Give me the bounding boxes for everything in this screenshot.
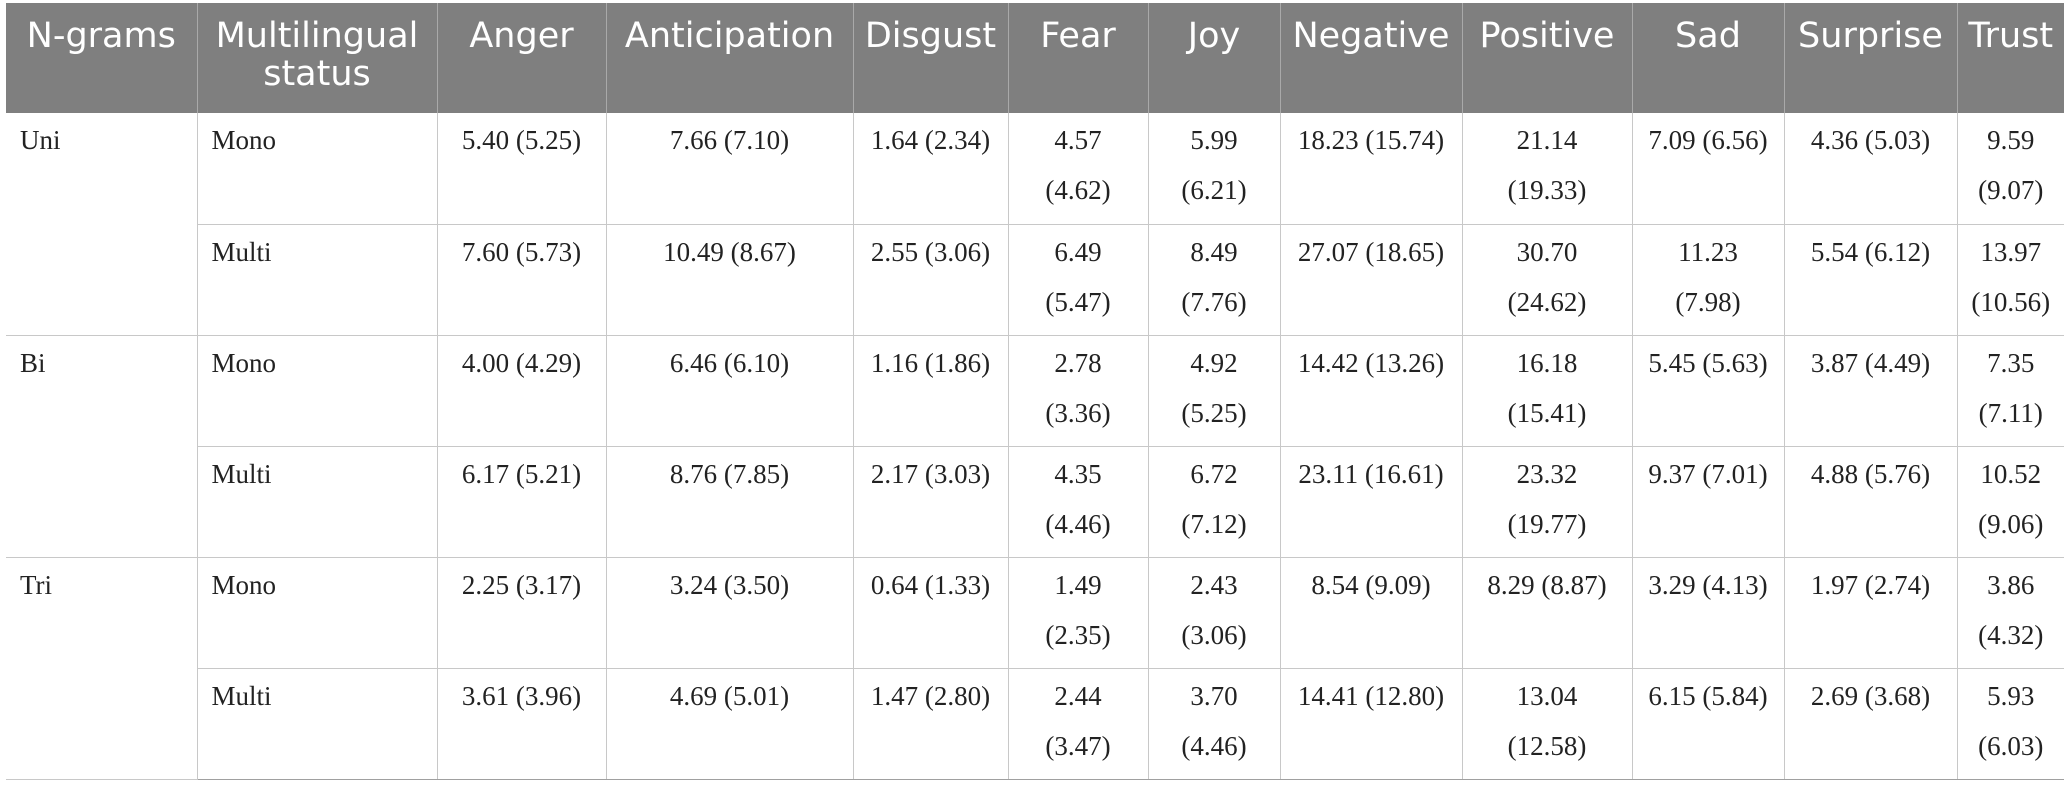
value-cell-disgust: 0.64 (1.33) (852, 557, 1008, 669)
table-row: Uni Mono 5.40 (5.25) 7.66 (7.10) 1.64 (2.34)… (6, 113, 2064, 336)
value-cell-negative: 27.07 (18.65) (1279, 224, 1462, 336)
value-cell-fear: 2.44 (3.47) (1007, 668, 1148, 780)
header-negative: Negative (1279, 3, 1462, 113)
value-cell-anticipation: 4.69 (5.01) (605, 668, 853, 780)
value-cell-negative: 23.11 (16.61) (1279, 446, 1462, 558)
value-cell-positive: 16.18 (15.41) (1461, 335, 1632, 447)
value-cell-anticipation: 8.76 (7.85) (605, 446, 853, 558)
header-joy: Joy (1147, 3, 1280, 113)
header-anticipation: Anticipation (605, 3, 853, 113)
header-fear: Fear (1007, 3, 1148, 113)
value-cell-sad: 7.09 (6.56) (1631, 113, 1784, 225)
value-cell-trust: 3.86 (4.32) (1956, 557, 2064, 669)
status-cell: Multi (196, 446, 437, 558)
value-cell-negative: 8.54 (9.09) (1279, 557, 1462, 669)
status-cell: Mono (196, 113, 437, 225)
value-cell-joy: 3.70 (4.46) (1147, 668, 1280, 780)
status-cell: Multi (196, 668, 437, 780)
value-cell-negative: 14.42 (13.26) (1279, 335, 1462, 447)
status-cell: Multi (196, 224, 437, 336)
value-cell-anticipation: 6.46 (6.10) (605, 335, 853, 447)
value-cell-anger: 5.40 (5.25) (436, 113, 606, 225)
value-cell-disgust: 2.55 (3.06) (852, 224, 1008, 336)
value-cell-fear: 1.49 (2.35) (1007, 557, 1148, 669)
ngram-cell: Bi (6, 335, 197, 558)
value-cell-positive: 13.04 (12.58) (1461, 668, 1632, 780)
value-cell-anticipation: 7.66 (7.10) (605, 113, 853, 225)
header-ngrams: N-grams (6, 3, 197, 113)
value-cell-anticipation: 3.24 (3.50) (605, 557, 853, 669)
header-surprise: Surprise (1783, 3, 1957, 113)
value-cell-surprise: 5.54 (6.12) (1783, 224, 1957, 336)
header-sad: Sad (1631, 3, 1784, 113)
value-cell-joy: 5.99 (6.21) (1147, 113, 1280, 225)
value-cell-surprise: 1.97 (2.74) (1783, 557, 1957, 669)
value-cell-disgust: 1.16 (1.86) (852, 335, 1008, 447)
value-cell-disgust: 1.64 (2.34) (852, 113, 1008, 225)
ngram-cell: Uni (6, 113, 197, 336)
value-cell-fear: 4.57 (4.62) (1007, 113, 1148, 225)
value-cell-surprise: 2.69 (3.68) (1783, 668, 1957, 780)
header-positive: Positive (1461, 3, 1632, 113)
value-cell-trust: 7.35 (7.11) (1956, 335, 2064, 447)
header-trust: Trust (1956, 3, 2064, 113)
value-cell-sad: 6.15 (5.84) (1631, 668, 1784, 780)
table-row: Multi 6.17 (5.21) 8.76 (7.85) 2.17 (3.03) 4.… (6, 446, 2064, 558)
value-cell-surprise: 4.88 (5.76) (1783, 446, 1957, 558)
value-cell-surprise: 3.87 (4.49) (1783, 335, 1957, 447)
value-cell-trust: 10.52 (9.06) (1956, 446, 2064, 558)
header-disgust: Disgust (852, 3, 1008, 113)
table-body: Uni Mono 5.40 (5.25) 7.66 (7.10) 1.64 (2.34)… (6, 113, 2064, 780)
value-cell-anger: 4.00 (4.29) (436, 335, 606, 447)
value-cell-negative: 18.23 (15.74) (1279, 113, 1462, 225)
value-cell-sad: 5.45 (5.63) (1631, 335, 1784, 447)
value-cell-positive: 8.29 (8.87) (1461, 557, 1632, 669)
value-cell-surprise: 4.36 (5.03) (1783, 113, 1957, 225)
header-multilingual-status: Multilingual status (196, 3, 437, 113)
value-cell-disgust: 2.17 (3.03) (852, 446, 1008, 558)
value-cell-anger: 2.25 (3.17) (436, 557, 606, 669)
value-cell-positive: 23.32 (19.77) (1461, 446, 1632, 558)
value-cell-fear: 6.49 (5.47) (1007, 224, 1148, 336)
value-cell-disgust: 1.47 (2.80) (852, 668, 1008, 780)
status-cell: Mono (196, 557, 437, 669)
table-row: Tri Mono 2.25 (3.17) 3.24 (3.50) 0.64 (1.33)… (6, 557, 2064, 780)
ngram-cell: Tri (6, 557, 197, 780)
value-cell-joy: 8.49 (7.76) (1147, 224, 1280, 336)
value-cell-sad: 9.37 (7.01) (1631, 446, 1784, 558)
value-cell-fear: 4.35 (4.46) (1007, 446, 1148, 558)
value-cell-trust: 9.59 (9.07) (1956, 113, 2064, 225)
value-cell-sad: 11.23 (7.98) (1631, 224, 1784, 336)
value-cell-joy: 4.92 (5.25) (1147, 335, 1280, 447)
value-cell-trust: 5.93 (6.03) (1956, 668, 2064, 780)
header-row: N-grams Multilingual status Anger Antici… (6, 3, 2064, 113)
value-cell-sad: 3.29 (4.13) (1631, 557, 1784, 669)
value-cell-joy: 6.72 (7.12) (1147, 446, 1280, 558)
value-cell-positive: 30.70 (24.62) (1461, 224, 1632, 336)
status-cell: Mono (196, 335, 437, 447)
value-cell-joy: 2.43 (3.06) (1147, 557, 1280, 669)
value-cell-trust: 13.97 (10.56) (1956, 224, 2064, 336)
value-cell-anger: 6.17 (5.21) (436, 446, 606, 558)
value-cell-anger: 3.61 (3.96) (436, 668, 606, 780)
value-cell-anger: 7.60 (5.73) (436, 224, 606, 336)
header-anger: Anger (436, 3, 606, 113)
table-row: Multi 7.60 (5.73) 10.49 (8.67) 2.55 (3.06) 6… (6, 224, 2064, 336)
emotion-ngram-table: N-grams Multilingual status Anger Antici… (6, 3, 2064, 780)
table-row: Multi 3.61 (3.96) 4.69 (5.01) 1.47 (2.80) 2.… (6, 668, 2064, 780)
table-row: Bi Mono 4.00 (4.29) 6.46 (6.10) 1.16 (1.86) 2… (6, 335, 2064, 558)
value-cell-anticipation: 10.49 (8.67) (605, 224, 853, 336)
value-cell-fear: 2.78 (3.36) (1007, 335, 1148, 447)
value-cell-positive: 21.14 (19.33) (1461, 113, 1632, 225)
table-container: N-grams Multilingual status Anger Antici… (6, 3, 2064, 780)
value-cell-negative: 14.41 (12.80) (1279, 668, 1462, 780)
